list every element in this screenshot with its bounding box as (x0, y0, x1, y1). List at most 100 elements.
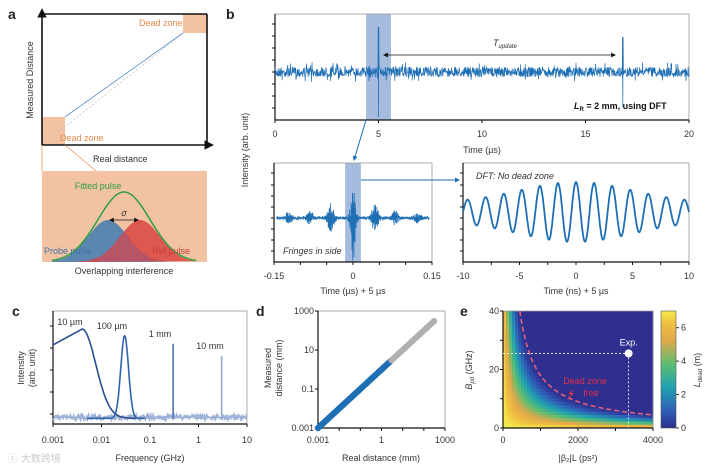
heatmap-cell (557, 340, 561, 344)
heatmap-cell (524, 379, 528, 383)
heatmap-cell (587, 369, 591, 374)
heatmap-cell (620, 327, 624, 331)
heatmap-cell (536, 356, 540, 361)
heatmap-cell (524, 369, 528, 374)
heatmap-cell (650, 353, 654, 357)
heatmap-cell (605, 369, 609, 374)
heatmap-cell (566, 327, 570, 331)
heatmap-cell (614, 330, 618, 335)
heatmap-cell (566, 382, 570, 387)
heatmap-cell (566, 369, 570, 374)
heatmap-cell (515, 311, 519, 315)
heatmap-cell (521, 372, 525, 377)
heatmap-cell (638, 320, 642, 325)
heatmap-cell (536, 418, 540, 422)
heatmap-cell (578, 311, 582, 315)
heatmap-cell (548, 311, 552, 315)
heatmap-cell (617, 418, 621, 422)
heatmap-cell (593, 359, 597, 364)
heatmap-cell (527, 333, 531, 338)
heatmap-cell (587, 418, 591, 422)
heatmap-cell (572, 372, 576, 377)
heatmap-cell (599, 340, 603, 344)
heatmap-cell (578, 363, 582, 367)
heatmap-cell (542, 421, 546, 426)
heatmap-cell (524, 424, 528, 429)
heatmap-cell (635, 317, 639, 322)
heatmap-cell (623, 408, 627, 413)
heatmap-cell (551, 353, 555, 357)
heatmap-cell (518, 314, 522, 318)
heatmap-cell (557, 408, 561, 413)
heatmap-cell (581, 350, 585, 354)
heatmap-cell (530, 382, 534, 387)
heatmap-cell (575, 408, 579, 413)
fringe-trace (276, 192, 430, 261)
heatmap-cell (605, 408, 609, 413)
heatmap-cell (527, 411, 531, 416)
heatmap-cell (590, 369, 594, 374)
heatmap-cell (575, 392, 579, 396)
heatmap-cell (635, 353, 639, 357)
heatmap-cell (557, 385, 561, 390)
heatmap-cell (608, 356, 612, 361)
heatmap-cell (608, 311, 612, 315)
heatmap-cell (632, 389, 636, 393)
heatmap-cell (617, 340, 621, 344)
heatmap-cell (560, 333, 564, 338)
heatmap-cell (605, 389, 609, 393)
heatmap-cell (569, 356, 573, 361)
heatmap-cell (587, 320, 591, 325)
heatmap-cell (587, 324, 591, 328)
heatmap-cell (644, 324, 648, 328)
heatmap-cell (548, 369, 552, 374)
heatmap-cell (605, 324, 609, 328)
heatmap-cell (542, 376, 546, 380)
heatmap-cell (587, 330, 591, 335)
heatmap-cell (542, 411, 546, 416)
heatmap-cell (614, 392, 618, 396)
heatmap-cell (530, 337, 534, 341)
heatmap-cell (515, 356, 519, 361)
heatmap-cell (518, 337, 522, 341)
heatmap-cell (617, 405, 621, 409)
heatmap-cell (572, 330, 576, 335)
heatmap-cell (554, 392, 558, 396)
heatmap-cell (638, 359, 642, 364)
heatmap-cell (599, 415, 603, 419)
heatmap-cell (584, 398, 588, 403)
heatmap-cell (524, 408, 528, 413)
heatmap-cell (605, 382, 609, 387)
heatmap-cell (596, 324, 600, 328)
heatmap-cell (626, 337, 630, 341)
heatmap-cell (572, 320, 576, 325)
heatmap-cell (566, 411, 570, 416)
heatmap-cell (593, 408, 597, 413)
heatmap-cell (575, 372, 579, 377)
heatmap-cell (644, 350, 648, 354)
heatmap-cell (599, 330, 603, 335)
dead-zone-bottom-label: Dead zone (60, 133, 104, 143)
heatmap-cell (515, 346, 519, 351)
heatmap-cell (575, 320, 579, 325)
heatmap-cell (557, 327, 561, 331)
x-tick-label: 0.001 (307, 435, 330, 445)
heatmap-cell (638, 311, 642, 315)
heatmap-cell (533, 311, 537, 315)
heatmap-cell (587, 408, 591, 413)
heatmap-cell (632, 398, 636, 403)
heatmap-cell (644, 372, 648, 377)
heatmap-cell (605, 415, 609, 419)
heatmap-cell (539, 340, 543, 344)
heatmap-cell (527, 424, 531, 429)
heatmap-cell (626, 418, 630, 422)
heatmap-cell (545, 356, 549, 361)
heatmap-cell (530, 353, 534, 357)
heatmap-cell (596, 327, 600, 331)
heatmap-cell (560, 369, 564, 374)
heatmap-cell (620, 359, 624, 364)
heatmap-cell (641, 324, 645, 328)
heatmap-cell (518, 327, 522, 331)
heatmap-cell (551, 372, 555, 377)
